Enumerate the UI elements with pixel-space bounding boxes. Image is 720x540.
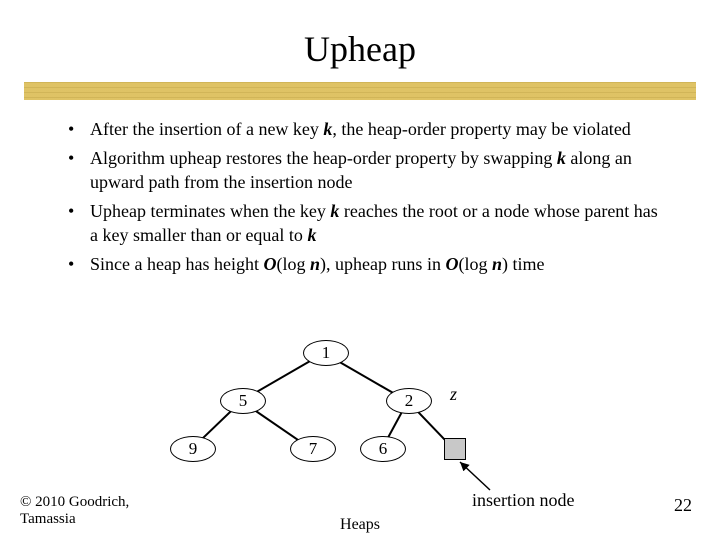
text: Since a heap has height — [90, 254, 263, 274]
text: (log — [276, 254, 310, 274]
tree-node: 9 — [170, 436, 216, 462]
footer-topic: Heaps — [340, 516, 380, 534]
big-o: O — [445, 254, 458, 274]
page-title: Upheap — [0, 0, 720, 82]
var-n: n — [310, 254, 320, 274]
text: , the heap-order property may be violate… — [332, 119, 630, 139]
text: Upheap terminates when the key — [90, 201, 330, 221]
tree-node: 7 — [290, 436, 336, 462]
var-k: k — [307, 225, 316, 245]
bullet-2: Algorithm upheap restores the heap-order… — [68, 147, 660, 194]
z-label: z — [450, 384, 457, 405]
bullet-3: Upheap terminates when the key k reaches… — [68, 200, 660, 247]
text: Algorithm upheap restores the heap-order… — [90, 148, 557, 168]
text: After the insertion of a new key — [90, 119, 323, 139]
insertion-node-caption: insertion node — [472, 490, 574, 511]
copyright-line2: Tamassia — [20, 511, 76, 527]
heap-tree-diagram: 152976zinsertion node — [0, 340, 720, 500]
bullet-4: Since a heap has height O(log n), upheap… — [68, 253, 660, 276]
text: ) time — [502, 254, 545, 274]
page-number: 22 — [674, 495, 692, 516]
big-o: O — [263, 254, 276, 274]
var-k: k — [557, 148, 566, 168]
bullet-1: After the insertion of a new key k, the … — [68, 118, 660, 141]
copyright-line1: © 2010 Goodrich, — [20, 494, 129, 510]
copyright: © 2010 Goodrich, Tamassia — [20, 494, 129, 528]
bullet-list: After the insertion of a new key k , the … — [0, 118, 720, 276]
title-underline — [24, 82, 696, 100]
var-n: n — [492, 254, 502, 274]
tree-node: 1 — [303, 340, 349, 366]
text: (log — [458, 254, 492, 274]
insertion-leaf-box — [444, 438, 466, 460]
text: ), upheap runs in — [320, 254, 445, 274]
tree-node: 5 — [220, 388, 266, 414]
tree-node: 2 — [386, 388, 432, 414]
tree-node: 6 — [360, 436, 406, 462]
